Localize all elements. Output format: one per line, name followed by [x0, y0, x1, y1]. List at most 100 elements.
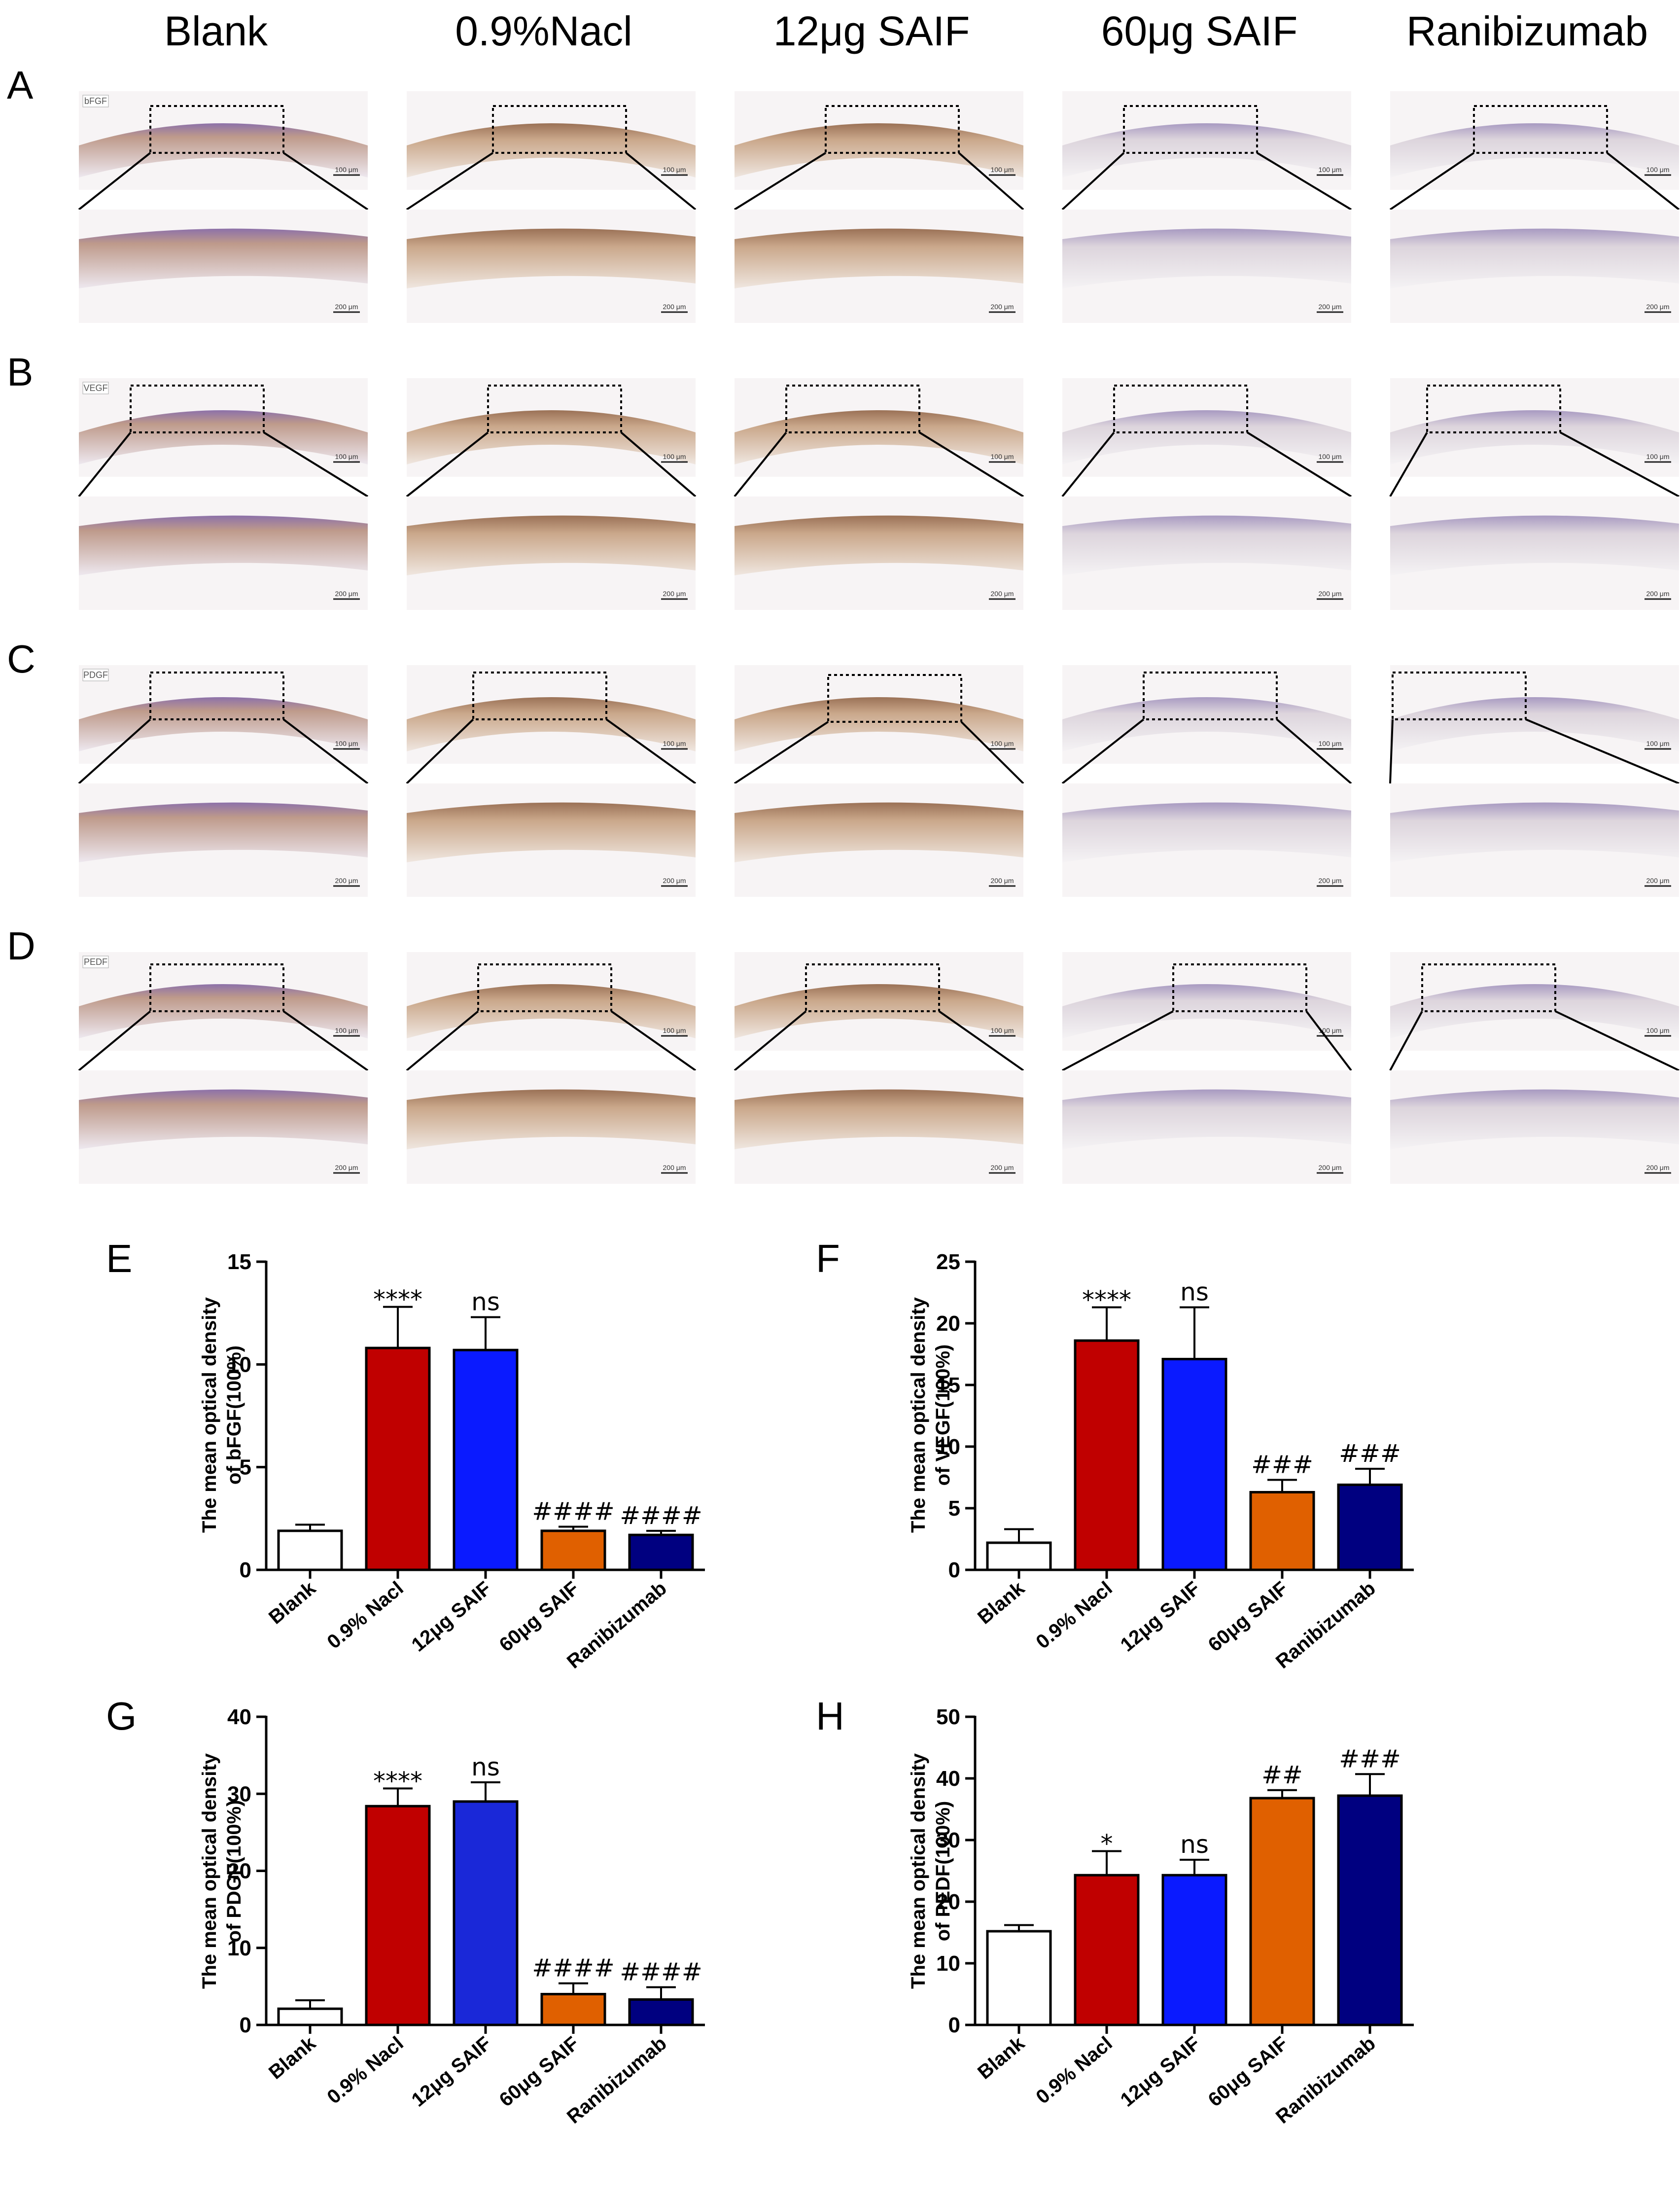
y-tick-label-h-10: 10	[936, 1951, 960, 1976]
connector-line-right-row-b-nacl	[620, 431, 697, 497]
connector-line-left-row-b-12ug-saif	[734, 431, 787, 497]
micrograph-row-c-nacl: 100 μm 200 μm	[406, 665, 697, 897]
micrograph-grid: bFGF 100 μm 200 μm 100 μm 200 μm 100 μm 200 μm…	[78, 91, 1680, 1184]
zoom-cornea-section-row-a-nacl	[407, 228, 696, 288]
significance-label-e-1: ****	[373, 1285, 422, 1314]
significance-label-g-3: ####	[532, 1954, 615, 1983]
scale-label-overview-row-c-nacl: 100 μm	[663, 740, 686, 747]
connector-line-right-row-b-ranibizumab	[1560, 431, 1680, 497]
cornea-section-row-b-blank	[79, 410, 368, 464]
x-tick-label-e-0: Blank	[265, 1577, 320, 1629]
connector-line-right-row-a-60ug-saif	[1256, 152, 1352, 211]
scale-label-zoom-row-c-60ug-saif: 200 μm	[1319, 877, 1342, 885]
y-tick-label-f-15: 15	[936, 1373, 960, 1397]
zoom-region-box-row-d-blank	[149, 963, 284, 1012]
scale-label-overview-row-b-blank: 100 μm	[335, 453, 358, 461]
bar-f-3	[1249, 1491, 1315, 1571]
y-tick-label-e-0: 0	[240, 1558, 251, 1582]
scale-label-zoom-row-a-ranibizumab: 200 μm	[1646, 303, 1670, 311]
x-tick-label-f-0: Blank	[974, 1577, 1029, 1629]
connector-line-left-row-b-ranibizumab	[1389, 432, 1428, 497]
connector-line-left-row-b-blank	[78, 431, 132, 497]
scale-label-overview-row-b-nacl: 100 μm	[663, 453, 686, 461]
zoom-region-box-row-c-nacl	[472, 672, 607, 720]
connector-line-right-row-a-12ug-saif	[958, 152, 1024, 211]
y-tick-label-e-5: 5	[240, 1455, 251, 1480]
scale-label-zoom-row-a-blank: 200 μm	[335, 303, 358, 311]
connector-line-left-row-d-nacl	[406, 1010, 479, 1071]
scale-label-zoom-row-d-nacl: 200 μm	[663, 1164, 686, 1171]
column-title-blank: Blank	[164, 8, 268, 54]
row-letter-a: A	[7, 63, 34, 107]
bar-g-2	[453, 1800, 519, 2026]
scale-label-zoom-row-c-12ug-saif: 200 μm	[991, 877, 1014, 885]
stain-label-row-b-blank: VEGF	[83, 383, 107, 393]
y-tick-label-g-10: 10	[227, 1936, 251, 1960]
scale-label-overview-row-b-12ug-saif: 100 μm	[991, 453, 1014, 461]
connector-line-right-row-c-60ug-saif	[1276, 718, 1352, 784]
scale-label-overview-row-d-ranibizumab: 100 μm	[1646, 1027, 1670, 1034]
x-tick-label-e-1: 0.9% Nacl	[323, 1577, 407, 1653]
scale-label-zoom-row-d-12ug-saif: 200 μm	[991, 1164, 1014, 1171]
scale-label-overview-row-a-60ug-saif: 100 μm	[1319, 166, 1342, 174]
bar-h-2	[1161, 1874, 1227, 2026]
connector-line-left-row-d-ranibizumab	[1389, 1011, 1423, 1071]
connector-line-right-row-d-ranibizumab	[1555, 1010, 1680, 1071]
y-tick-label-g-0: 0	[240, 2013, 251, 2037]
connector-line-left-row-a-blank	[78, 152, 151, 211]
connector-line-right-row-b-60ug-saif	[1246, 431, 1352, 497]
zoom-region-box-row-a-60ug-saif	[1123, 105, 1258, 154]
bar-f-1	[1074, 1339, 1140, 1571]
scale-label-zoom-row-c-nacl: 200 μm	[663, 877, 686, 885]
y-tick-label-f-10: 10	[936, 1435, 960, 1459]
connector-line-left-row-d-12ug-saif	[734, 1010, 807, 1071]
panel-letter-e: E	[106, 1237, 132, 1280]
scale-label-overview-row-d-60ug-saif: 100 μm	[1319, 1027, 1342, 1034]
y-tick-label-f-0: 0	[948, 1558, 960, 1582]
zoom-region-box-row-d-12ug-saif	[805, 963, 940, 1012]
zoom-cornea-section-row-d-12ug-saif	[735, 1089, 1023, 1149]
connector-line-right-row-c-blank	[282, 718, 369, 784]
bar-f-2	[1161, 1358, 1227, 1571]
significance-label-g-2: ns	[471, 1753, 500, 1781]
y-tick-label-f-25: 25	[936, 1250, 960, 1274]
x-tick-label-h-1: 0.9% Nacl	[1032, 2032, 1116, 2108]
micrograph-row-b-60ug-saif: 100 μm 200 μm	[1061, 378, 1352, 610]
connector-line-left-row-c-blank	[78, 718, 151, 784]
zoom-region-box-row-a-ranibizumab	[1473, 105, 1608, 154]
zoom-cornea-section-row-d-nacl	[407, 1089, 696, 1149]
y-axis-label-line-2-f: of VEGF(100%)	[932, 1345, 954, 1486]
x-tick-label-f-1: 0.9% Nacl	[1032, 1577, 1116, 1653]
x-tick-label-h-0: Blank	[974, 2032, 1029, 2084]
significance-label-g-4: ####	[620, 1957, 702, 1986]
zoom-region-box-row-d-ranibizumab	[1421, 963, 1556, 1012]
x-tick-label-e-2: 12μg SAIF	[408, 1577, 495, 1656]
panel-letter-h: H	[816, 1694, 844, 1738]
scale-label-overview-row-d-12ug-saif: 100 μm	[991, 1027, 1014, 1034]
x-tick-label-h-3: 60μg SAIF	[1204, 2032, 1292, 2111]
bar-f-4	[1337, 1484, 1403, 1571]
bar-e-4	[628, 1533, 694, 1571]
cornea-section-row-a-blank	[79, 123, 368, 177]
zoom-region-box-row-a-nacl	[492, 105, 627, 154]
scale-label-zoom-row-d-ranibizumab: 200 μm	[1646, 1164, 1670, 1171]
panel-letter-f: F	[816, 1237, 840, 1280]
significance-label-h-3: ##	[1261, 1761, 1303, 1789]
zoom-cornea-section-row-c-ranibizumab	[1390, 802, 1679, 862]
zoom-cornea-section-row-d-60ug-saif	[1062, 1089, 1351, 1149]
zoom-cornea-section-row-b-blank	[79, 515, 368, 575]
connector-line-left-row-b-nacl	[406, 431, 489, 497]
significance-label-e-3: ####	[532, 1497, 615, 1526]
zoom-cornea-section-row-b-12ug-saif	[735, 515, 1023, 575]
scale-label-overview-row-a-12ug-saif: 100 μm	[991, 166, 1014, 174]
stain-label-box-row-a-blank	[82, 95, 109, 107]
zoom-region-box-row-b-blank	[130, 385, 265, 433]
significance-label-f-2: ns	[1180, 1278, 1209, 1307]
scale-label-overview-row-c-blank: 100 μm	[335, 740, 358, 747]
zoom-region-box-row-c-12ug-saif	[827, 674, 962, 723]
scale-label-zoom-row-b-ranibizumab: 200 μm	[1646, 590, 1670, 598]
zoom-region-box-row-b-ranibizumab	[1426, 385, 1561, 433]
micrograph-row-b-nacl: 100 μm 200 μm	[406, 378, 697, 610]
cornea-section-row-c-ranibizumab	[1390, 697, 1679, 751]
stain-label-row-d-blank: PEDF	[84, 957, 107, 967]
